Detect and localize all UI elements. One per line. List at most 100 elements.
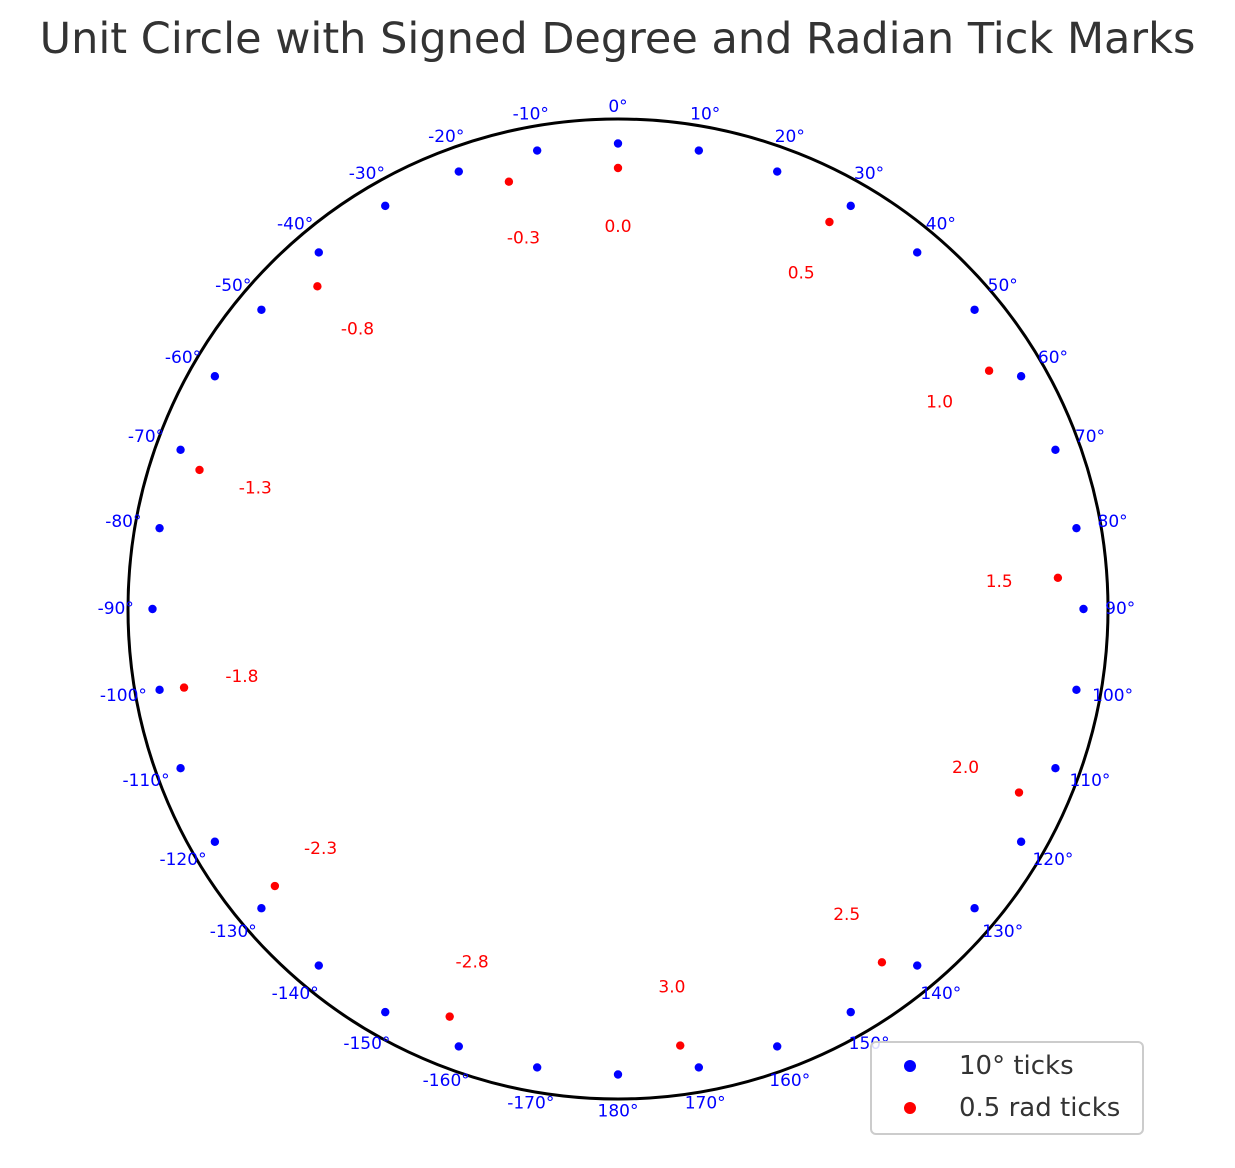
degree-tick-point bbox=[846, 201, 855, 211]
degree-tick-point bbox=[314, 248, 323, 257]
radian-tick-label: -0.8 bbox=[341, 319, 374, 339]
degree-tick-point bbox=[257, 904, 266, 913]
degree-tick-label: 120° bbox=[1032, 850, 1073, 870]
chart-title: Unit Circle with Signed Degree and Radia… bbox=[39, 14, 1196, 64]
degree-tick-point bbox=[314, 961, 323, 970]
radian-tick-label: -0.3 bbox=[507, 229, 540, 249]
radian-tick-point bbox=[179, 683, 189, 692]
degree-tick-label: 100° bbox=[1092, 686, 1133, 706]
degree-tick-point bbox=[773, 167, 782, 176]
radian-tick-label: -2.3 bbox=[304, 839, 337, 859]
degree-tick-point bbox=[257, 305, 266, 314]
degree-tick-point bbox=[846, 1007, 855, 1017]
degree-tick-label: 80° bbox=[1098, 512, 1128, 532]
degree-tick-point bbox=[454, 1042, 463, 1051]
degree-tick-point bbox=[155, 523, 164, 533]
degree-tick-label: 30° bbox=[854, 164, 884, 184]
legend bbox=[870, 1041, 1144, 1135]
degree-tick-label: -40° bbox=[277, 214, 313, 234]
degree-tick-point bbox=[1072, 523, 1081, 533]
degree-tick-label: -170° bbox=[507, 1094, 554, 1114]
degree-tick-label: 70° bbox=[1075, 427, 1105, 447]
legend-marker bbox=[904, 1102, 916, 1114]
degree-tick-point bbox=[210, 372, 220, 381]
degree-tick-label: 130° bbox=[982, 922, 1023, 942]
degree-tick-label: -120° bbox=[159, 850, 206, 870]
degree-tick-point bbox=[1051, 764, 1060, 773]
degree-tick-point bbox=[970, 305, 979, 314]
radian-tick-label: 1.0 bbox=[926, 393, 953, 413]
degree-tick-label: 180° bbox=[598, 1101, 639, 1121]
degree-tick-label: -110° bbox=[122, 771, 169, 791]
degree-tick-point bbox=[532, 146, 542, 155]
degree-tick-label: 50° bbox=[988, 276, 1018, 296]
degree-tick-label: -90° bbox=[98, 599, 134, 619]
unit-circle bbox=[126, 117, 1110, 1101]
degree-tick-point bbox=[694, 1063, 704, 1072]
radian-tick-label: 0.0 bbox=[604, 217, 631, 237]
radian-tick-label: -2.8 bbox=[456, 952, 489, 972]
degree-tick-label: 20° bbox=[775, 127, 805, 147]
degree-tick-label: -10° bbox=[513, 104, 549, 124]
radian-tick-label: 2.5 bbox=[833, 905, 860, 925]
degree-tick-point bbox=[454, 167, 463, 176]
radian-tick-label: 1.5 bbox=[986, 572, 1013, 592]
radian-tick-label: 0.5 bbox=[788, 264, 815, 284]
degree-tick-label: 160° bbox=[769, 1071, 810, 1091]
degree-tick-label: -20° bbox=[428, 127, 464, 147]
radian-tick-point bbox=[984, 366, 994, 375]
radian-tick-point bbox=[613, 163, 623, 173]
degree-tick-label: -160° bbox=[423, 1071, 470, 1091]
degree-tick-label: -50° bbox=[215, 276, 251, 296]
degree-tick-point bbox=[773, 1042, 782, 1051]
radian-tick-point bbox=[676, 1041, 685, 1050]
legend-marker bbox=[904, 1060, 916, 1072]
degree-tick-label: 90° bbox=[1105, 599, 1135, 619]
degree-tick-point bbox=[694, 146, 704, 155]
degree-tick-label: -140° bbox=[272, 984, 319, 1004]
degree-tick-point bbox=[148, 604, 157, 614]
radian-tick-point bbox=[877, 958, 887, 967]
degree-tick-point bbox=[1016, 372, 1026, 381]
degree-tick-point bbox=[913, 248, 922, 257]
degree-tick-point bbox=[176, 764, 185, 773]
degree-tick-label: -100° bbox=[100, 686, 147, 706]
degree-tick-label: -130° bbox=[210, 922, 257, 942]
degree-tick-point bbox=[176, 445, 185, 454]
degree-tick-point bbox=[1051, 445, 1060, 454]
legend-entry-label: 10° ticks bbox=[959, 1051, 1074, 1081]
radian-tick-point bbox=[313, 282, 322, 291]
degree-tick-point bbox=[381, 1007, 390, 1017]
radian-tick-point bbox=[195, 465, 204, 475]
degree-tick-point bbox=[913, 961, 922, 970]
radian-tick-label: -1.3 bbox=[239, 478, 272, 498]
radian-tick-point bbox=[504, 177, 514, 186]
radian-tick-label: 2.0 bbox=[952, 758, 979, 778]
degree-tick-label: 0° bbox=[608, 97, 627, 117]
degree-tick-point bbox=[613, 139, 623, 148]
legend-entry-label: 0.5 rad ticks bbox=[959, 1093, 1120, 1123]
degree-tick-point bbox=[210, 837, 220, 846]
degree-tick-label: -80° bbox=[105, 512, 141, 532]
degree-tick-point bbox=[1072, 685, 1081, 695]
degree-tick-label: 170° bbox=[685, 1094, 726, 1114]
radian-tick-point bbox=[1014, 788, 1024, 797]
degree-tick-label: -60° bbox=[165, 348, 201, 368]
degree-tick-point bbox=[1079, 604, 1088, 614]
degree-tick-label: 40° bbox=[926, 214, 956, 234]
degree-tick-point bbox=[1016, 837, 1026, 846]
radian-tick-point bbox=[1053, 573, 1063, 582]
degree-tick-point bbox=[532, 1063, 542, 1072]
degree-tick-label: -70° bbox=[128, 427, 164, 447]
degree-tick-label: 10° bbox=[690, 104, 720, 124]
radian-tick-label: -1.8 bbox=[225, 667, 258, 687]
degree-tick-label: 60° bbox=[1038, 348, 1068, 368]
degree-tick-point bbox=[970, 904, 979, 913]
degree-tick-point bbox=[381, 201, 390, 211]
radian-tick-point bbox=[825, 217, 834, 227]
degree-tick-label: -30° bbox=[349, 164, 385, 184]
radian-tick-point bbox=[270, 881, 280, 891]
radian-tick-point bbox=[445, 1012, 454, 1021]
degree-tick-label: 110° bbox=[1069, 771, 1110, 791]
